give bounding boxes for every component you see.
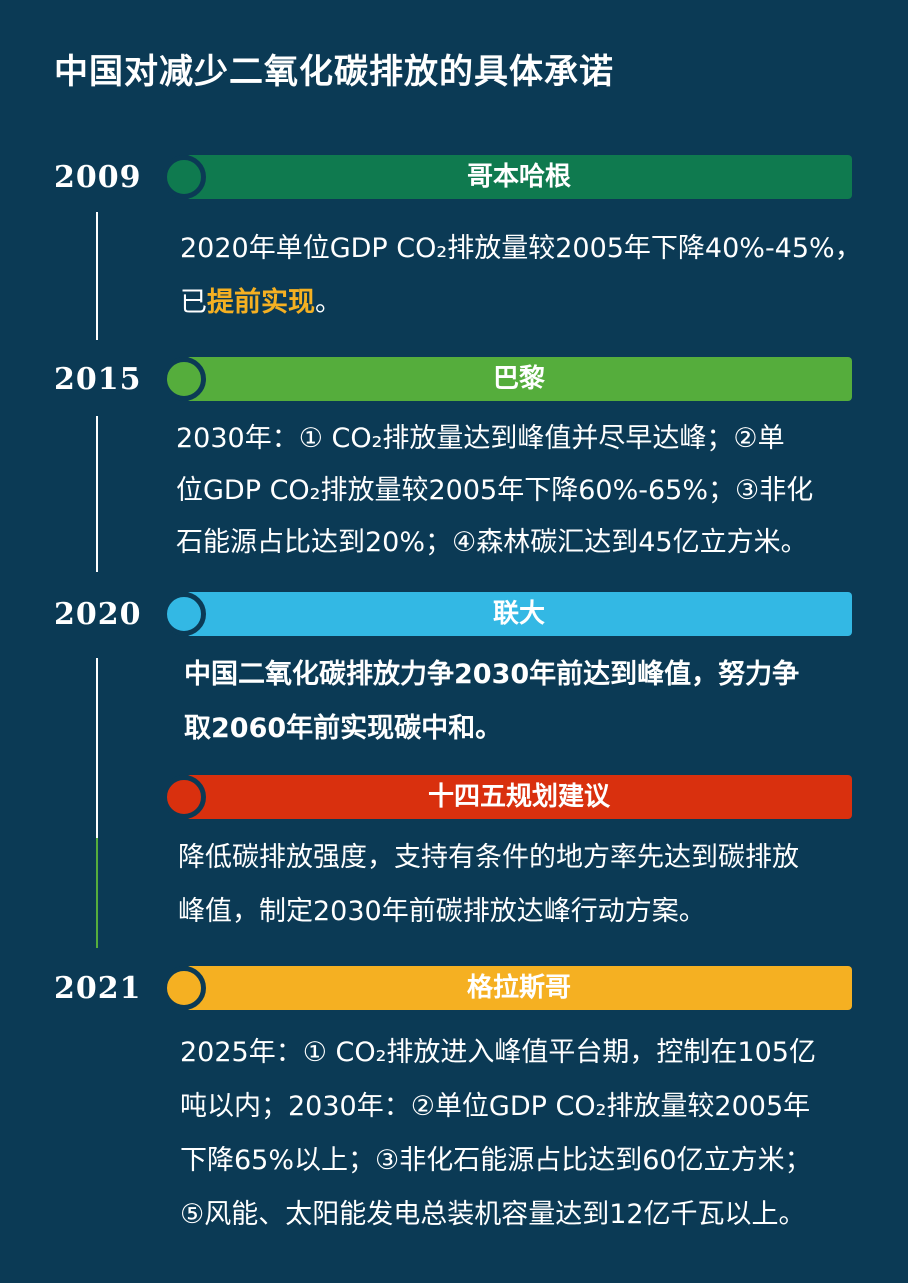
year-label-2021: 2021	[54, 971, 142, 1006]
commitment-text-copenhagen: 2020年单位GDP CO₂排放量较2005年下降40%-45%， 已提前实现。	[180, 222, 862, 330]
highlight-text: 提前实现	[207, 287, 315, 318]
commitment-text-five-year-plan: 降低碳排放强度，支持有条件的地方率先达到碳排放 峰值，制定2030年前碳排放达峰…	[178, 831, 799, 939]
text-line: 吨以内；2030年：②单位GDP CO₂排放量较2005年	[180, 1091, 811, 1122]
commitment-text-paris: 2030年：① CO₂排放量达到峰值并尽早达峰；②单 位GDP CO₂排放量较2…	[176, 413, 813, 569]
timeline-dot-glasgow	[162, 966, 206, 1010]
commitment-text-glasgow: 2025年：① CO₂排放进入峰值平台期，控制在105亿 吨以内；2030年：②…	[180, 1026, 816, 1242]
text-line: 2025年：① CO₂排放进入峰值平台期，控制在105亿	[180, 1037, 816, 1068]
timeline-line-2009	[96, 212, 98, 340]
event-bar-un: 联大	[186, 592, 852, 636]
text-line: 下降65%以上；③非化石能源占比达到60亿立方米；	[180, 1145, 812, 1176]
event-bar-glasgow: 格拉斯哥	[186, 966, 852, 1010]
year-label-2015: 2015	[54, 362, 142, 397]
text-line: 2030年：① CO₂排放量达到峰值并尽早达峰；②单	[176, 423, 785, 454]
text-line: 石能源占比达到20%；④森林碳汇达到45亿立方米。	[176, 527, 808, 558]
text-line: 中国二氧化碳排放力争2030年前达到峰值，努力争	[184, 659, 800, 690]
timeline-dot-paris	[162, 357, 206, 401]
year-label-2009: 2009	[54, 160, 142, 195]
text-line: 峰值，制定2030年前碳排放达峰行动方案。	[178, 896, 706, 927]
text-line: 取2060年前实现碳中和。	[184, 713, 503, 744]
timeline-dot-un	[162, 592, 206, 636]
text-line: 降低碳排放强度，支持有条件的地方率先达到碳排放	[178, 842, 799, 873]
timeline-line-2020-green	[96, 838, 98, 948]
commitment-text-un: 中国二氧化碳排放力争2030年前达到峰值，努力争 取2060年前实现碳中和。	[184, 648, 799, 756]
timeline-line-2015	[96, 416, 98, 572]
text-line: ⑤风能、太阳能发电总装机容量达到12亿千瓦以上。	[180, 1199, 806, 1230]
page-title: 中国对减少二氧化碳排放的具体承诺	[54, 52, 614, 92]
timeline-dot-five-year-plan	[162, 775, 206, 819]
year-label-2020: 2020	[54, 597, 142, 632]
text-suffix: 。	[315, 287, 342, 318]
event-bar-copenhagen: 哥本哈根	[186, 155, 852, 199]
text-line: 位GDP CO₂排放量较2005年下降60%-65%；③非化	[176, 475, 814, 506]
event-bar-five-year-plan: 十四五规划建议	[186, 775, 852, 819]
text-line: 已提前实现。	[180, 276, 862, 330]
timeline-line-2020	[96, 658, 98, 838]
event-bar-paris: 巴黎	[186, 357, 852, 401]
timeline-dot-copenhagen	[162, 155, 206, 199]
text-line: 2020年单位GDP CO₂排放量较2005年下降40%-45%，	[180, 233, 862, 264]
text-prefix: 已	[180, 287, 207, 318]
